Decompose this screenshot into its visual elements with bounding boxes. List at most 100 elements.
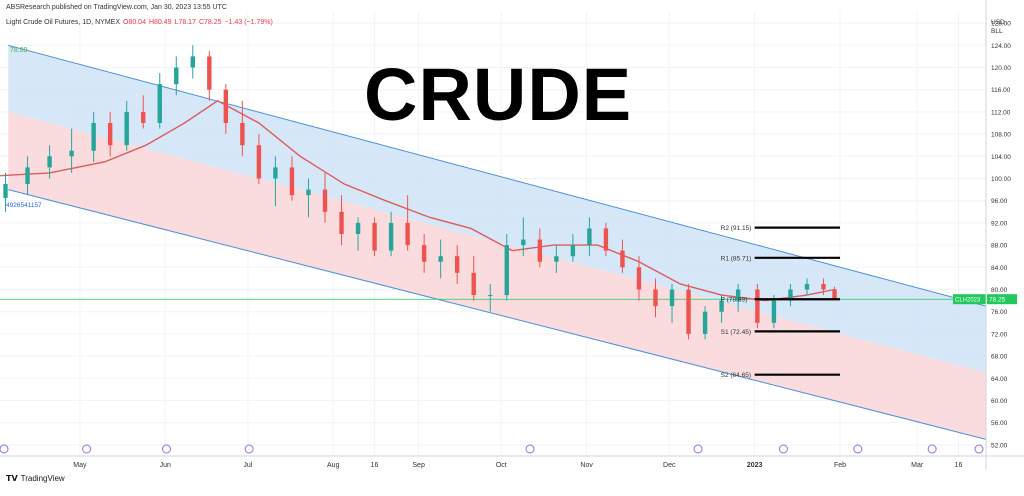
y-tick-label: 80.00 [991,287,1008,294]
candle-body [537,239,543,262]
axis-unit-measure: BLL [991,28,1003,35]
event-marker-icon [525,444,535,454]
tradingview-logo[interactable]: 𝗧𝗩 TradingView [6,474,65,483]
tradingview-logo-icon: 𝗧𝗩 [6,474,18,483]
left-price-label: 78.89 [10,47,28,54]
overlay-title: CRUDE [364,53,633,136]
candle-body [190,56,195,68]
candle-body [174,67,179,85]
ohlc-high: H80.49 [148,19,172,26]
candle-body [636,267,642,290]
event-marker-icon [0,444,9,454]
ohlc-open: O80.04 [123,19,146,26]
y-tick-label: 76.00 [991,309,1008,316]
y-tick-label: 68.00 [991,354,1008,361]
x-tick-label: Dec [663,462,676,469]
candle-body [355,222,361,234]
y-tick-label: 112.00 [991,109,1011,116]
candle-body [735,289,741,301]
candle-body [554,256,559,262]
y-tick-label: 84.00 [991,265,1008,272]
candle-body [603,228,609,251]
y-tick-label: 92.00 [991,220,1008,227]
last-price-tag-symbol-text: CLH2023 [955,298,981,304]
candle-body [388,222,394,251]
y-tick-label: 96.00 [991,198,1008,205]
channel-upper-line [8,44,986,307]
y-tick-label: 56.00 [991,420,1008,427]
event-marker-icon [927,444,937,454]
symbol-title: Light Crude Oil Futures, 1D, NYMEX [6,19,120,26]
candle-body [339,211,344,234]
candle-body [686,289,691,334]
candle-body [620,250,625,268]
y-tick-label: 64.00 [991,376,1008,383]
x-tick-label: Aug [327,462,340,469]
candle-body [488,295,493,297]
candle-body [521,239,526,246]
candle-body [91,123,96,151]
event-marker-icon [244,444,254,454]
candle-body [771,300,777,323]
ohlc-change: −1.43 (−1.79%) [224,19,273,26]
candle-body [306,189,311,196]
candle-body [454,256,460,273]
plot-area [0,12,986,456]
last-price-tag-value-text: 78.25 [989,297,1006,304]
x-tick-label: Jun [160,462,171,469]
y-tick-label: 124.00 [991,43,1011,50]
axis-unit: USD BLL [991,18,1005,36]
event-marker-icon [82,444,92,454]
axis-unit-currency: USD [991,19,1005,26]
channel-lower-zone [8,111,986,440]
candle-body [207,56,212,90]
x-tick-label: 16 [371,462,379,469]
level-label-s2: S2 (64.65) [721,372,751,379]
candle-body [240,123,245,146]
x-tick-label: Oct [496,462,507,469]
event-marker-icon [974,444,984,454]
level-label-r2: R2 (91.15) [721,225,752,232]
x-tick-label: Nov [580,462,593,469]
candle-body [322,189,328,212]
candle-body [821,283,826,290]
candle-body [124,111,129,146]
candle-body [832,289,837,300]
x-tick-label: Sep [412,462,425,469]
y-tick-label: 100.00 [991,176,1011,183]
y-tick-label: 60.00 [991,398,1008,405]
tradingview-logo-text: TradingView [20,474,65,483]
x-tick-label: 2023 [747,462,763,469]
candle-body [587,228,592,246]
candle-body [755,289,760,323]
last-price-tag-value [987,294,1017,305]
x-tick-label: May [73,462,87,469]
candle-body [804,283,810,290]
candle-body [223,89,229,123]
level-label-s1: S1 (72.45) [721,329,751,336]
candle-body [107,123,113,146]
y-tick-label: 120.00 [991,65,1011,72]
candle-body [289,167,295,196]
y-tick-label: 72.00 [991,331,1008,338]
event-marker-icon [161,444,171,454]
event-marker-icon [853,444,863,454]
channel-label: 4926541157 [6,202,42,209]
candle-body [3,184,8,198]
y-tick-label: 88.00 [991,243,1008,250]
symbol-title-line: Light Crude Oil Futures, 1D, NYMEX O80.04… [6,19,273,26]
candle-body [372,222,377,251]
y-tick-label: 52.00 [991,442,1008,449]
level-label-r1: R1 (85.71) [721,255,752,262]
y-tick-label: 104.00 [991,154,1011,161]
candle-body [653,289,658,307]
candle-body [47,156,52,168]
x-tick-label: Jul [243,462,252,469]
candle-body [421,245,427,262]
candle-body [256,145,262,179]
candle-body [504,245,509,296]
y-tick-label: 116.00 [991,87,1011,94]
candle-body [471,272,476,296]
